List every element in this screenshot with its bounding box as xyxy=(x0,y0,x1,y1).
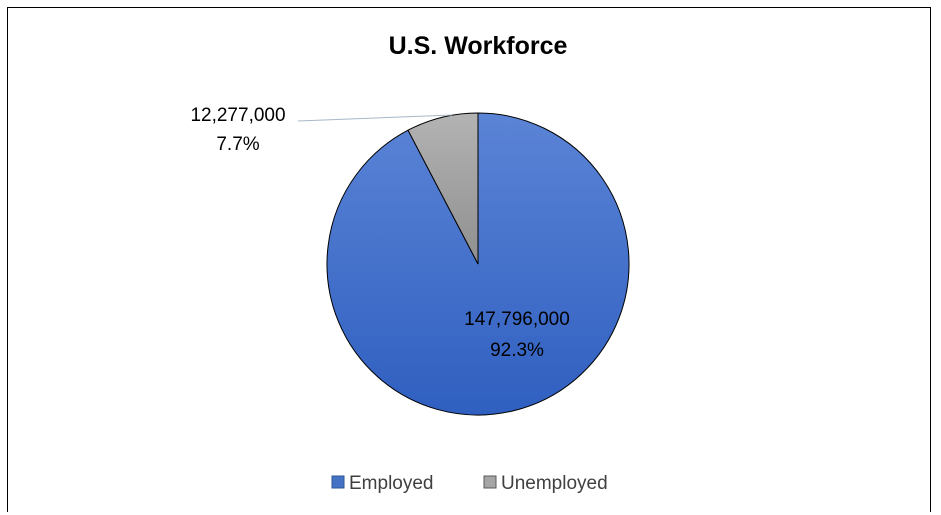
pie-slice-employed xyxy=(326,112,630,416)
legend: Employed Unemployed xyxy=(331,473,608,494)
legend-swatch-unemployed xyxy=(483,475,497,489)
data-label-unemployed-percent: 7.7% xyxy=(216,134,259,155)
legend-label-employed: Employed xyxy=(349,473,434,494)
data-label-employed-percent: 92.3% xyxy=(490,340,544,361)
chart-title: U.S. Workforce xyxy=(389,32,568,60)
leader-line-unemployed xyxy=(297,114,453,122)
data-label-employed-value: 147,796,000 xyxy=(464,309,570,330)
pie-slice-unemployed xyxy=(407,112,479,265)
legend-label-unemployed: Unemployed xyxy=(501,473,608,494)
pie-slices xyxy=(326,112,630,416)
legend-swatch-employed xyxy=(331,475,345,489)
data-label-unemployed-value: 12,277,000 xyxy=(190,105,285,126)
